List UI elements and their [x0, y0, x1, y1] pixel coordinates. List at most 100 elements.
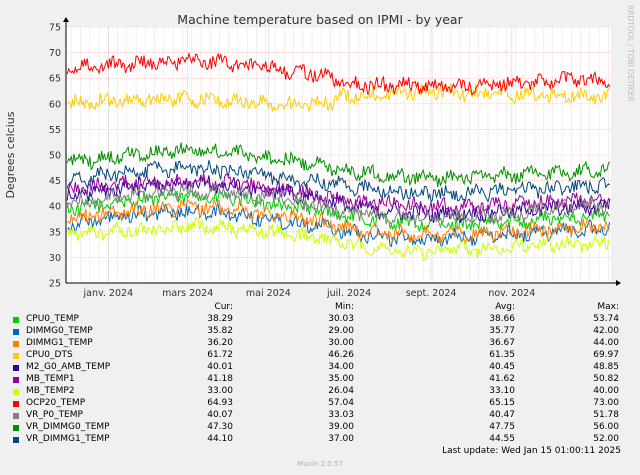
legend-min-value: 46.26: [328, 350, 354, 360]
series-line: [66, 172, 611, 216]
legend-series-name: DIMMG1_TEMP: [26, 338, 93, 348]
y-tick-label: 50: [49, 151, 61, 162]
legend-series-name: VR_P0_TEMP: [26, 410, 83, 420]
temperature-chart: Machine temperature based on IPMI - by y…: [4, 5, 635, 299]
legend-min-value: 37.00: [328, 434, 354, 444]
legend-cur-value: 35.82: [207, 326, 233, 336]
legend-max-value: 69.97: [593, 350, 619, 360]
legend-max-value: 51.78: [593, 410, 619, 420]
legend-max-value: 48.85: [593, 362, 619, 372]
legend-min-value: 33.03: [328, 410, 354, 420]
legend-series-name: VR_DIMMG0_TEMP: [26, 422, 110, 432]
legend-swatch: [13, 389, 19, 395]
legend-max-value: 40.00: [593, 386, 619, 396]
legend-cur-value: 40.07: [207, 410, 233, 420]
legend-series-name: VR_DIMMG1_TEMP: [26, 434, 110, 444]
legend-swatch: [13, 353, 19, 359]
legend-swatch: [13, 341, 19, 347]
legend-row: OCP20_TEMP 64.93 57.04 65.15 73.00: [0, 398, 640, 410]
legend-max-value: 42.00: [593, 326, 619, 336]
legend-cur-value: 36.20: [207, 338, 233, 348]
legend-swatch: [13, 425, 19, 431]
legend-avg-value: 44.55: [489, 434, 515, 444]
series-line: [66, 188, 611, 233]
series-line: [66, 198, 611, 245]
series-line: [66, 51, 611, 96]
chart-title: Machine temperature based on IPMI - by y…: [177, 12, 463, 27]
x-tick-label: sept. 2024: [406, 288, 457, 299]
legend-cur-value: 44.10: [207, 434, 233, 444]
series-line: [67, 82, 611, 112]
y-tick-label: 35: [49, 227, 61, 238]
legend-header-cur: Cur:: [214, 302, 233, 312]
legend-min-value: 29.00: [328, 326, 354, 336]
legend-cur-value: 47.30: [207, 422, 233, 432]
legend-cur-value: 33.00: [207, 386, 233, 396]
legend-row: VR_DIMMG1_TEMP 44.10 37.00 44.55 52.00: [0, 434, 640, 446]
y-axis-arrow: [63, 17, 69, 22]
legend-swatch: [13, 365, 19, 371]
legend-swatch: [13, 437, 19, 443]
legend-min-value: 30.03: [328, 314, 354, 324]
x-tick-label: mai 2024: [246, 288, 291, 299]
y-tick-label: 70: [49, 48, 61, 59]
legend-cur-value: 64.93: [207, 398, 233, 408]
x-tick-label: juil. 2024: [326, 288, 371, 299]
x-axis-arrow: [616, 280, 621, 286]
x-tick-label: mars 2024: [162, 288, 213, 299]
legend-avg-value: 41.62: [489, 374, 515, 384]
legend-series-name: DIMMG0_TEMP: [26, 326, 93, 336]
x-tick-label: nov. 2024: [488, 288, 535, 299]
legend-min-value: 35.00: [328, 374, 354, 384]
legend-max-value: 56.00: [593, 422, 619, 432]
legend-series-name: M2_G0_AMB_TEMP: [26, 362, 111, 372]
legend-min-value: 26.04: [328, 386, 354, 396]
legend-avg-value: 33.10: [489, 386, 515, 396]
y-tick-label: 30: [49, 253, 61, 264]
legend-row: VR_DIMMG0_TEMP 47.30 39.00 47.75 56.00: [0, 422, 640, 434]
series-line: [66, 216, 611, 262]
legend-swatch: [13, 377, 19, 383]
legend-cur-value: 40.01: [207, 362, 233, 372]
legend-swatch: [13, 317, 19, 323]
munin-version: Munin 2.0.57: [297, 460, 343, 468]
legend-row: VR_P0_TEMP 40.07 33.03 40.47 51.78: [0, 410, 640, 422]
legend-row: DIMMG1_TEMP 36.20 30.00 36.67 44.00: [0, 338, 640, 350]
legend-swatch: [13, 329, 19, 335]
x-tick-label: janv. 2024: [83, 288, 134, 299]
legend-series-name: MB_TEMP2: [26, 386, 75, 396]
legend-series-name: CPU0_TEMP: [26, 314, 79, 324]
legend-swatch: [13, 413, 19, 419]
legend-header-min: Min:: [334, 302, 354, 312]
legend-row: M2_G0_AMB_TEMP 40.01 34.00 40.45 48.85: [0, 362, 640, 374]
legend-avg-value: 47.75: [489, 422, 515, 432]
y-tick-label: 65: [49, 74, 61, 85]
legend-avg-value: 36.67: [489, 338, 515, 348]
series-line: [66, 160, 611, 204]
legend-avg-value: 61.35: [489, 350, 515, 360]
last-update: Last update: Wed Jan 15 01:00:11 2025: [442, 446, 621, 456]
legend-swatch: [13, 401, 19, 407]
legend-avg-value: 65.15: [489, 398, 515, 408]
legend-row: CPU0_TEMP 38.29 30.03 38.66 53.74: [0, 314, 640, 326]
legend-min-value: 57.04: [328, 398, 354, 408]
y-axis-label: Degrees celcius: [4, 111, 17, 198]
y-tick-label: 45: [49, 176, 61, 187]
legend-min-value: 34.00: [328, 362, 354, 372]
rrdtool-credit: RRDTOOL / TOBI OETIKER: [626, 5, 635, 102]
legend-avg-value: 38.66: [489, 314, 515, 324]
series-line: [66, 142, 611, 188]
y-tick-label: 60: [49, 99, 61, 110]
y-tick-label: 40: [49, 202, 61, 213]
legend-header-avg: Avg:: [495, 302, 515, 312]
legend-series-name: CPU0_DTS: [26, 350, 73, 360]
series-line: [66, 183, 611, 229]
y-tick-label: 55: [49, 125, 61, 136]
legend-max-value: 52.00: [593, 434, 619, 444]
legend-min-value: 39.00: [328, 422, 354, 432]
legend-max-value: 73.00: [593, 398, 619, 408]
legend-max-value: 50.82: [593, 374, 619, 384]
axes: 25 30 35 40 45 50 55 60 65 70 75 janv. 2024 mars 202…: [49, 17, 621, 299]
legend-series-name: MB_TEMP1: [26, 374, 75, 384]
legend-cur-value: 38.29: [207, 314, 233, 324]
